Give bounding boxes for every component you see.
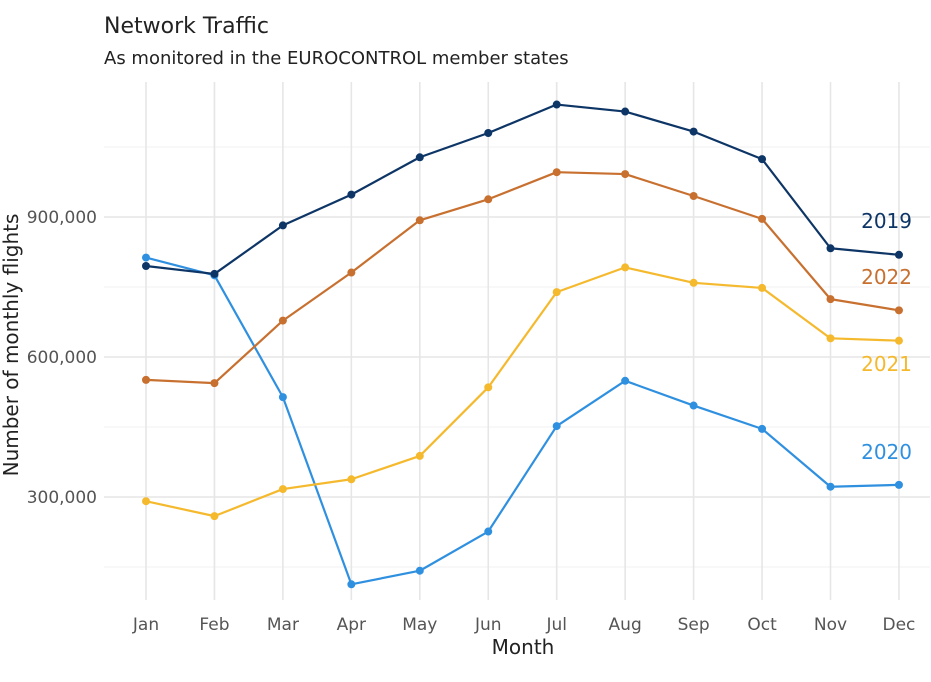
data-point — [621, 263, 630, 272]
chart-subtitle: As monitored in the EUROCONTROL member s… — [104, 48, 569, 69]
data-point — [552, 168, 561, 177]
y-tick-label: 600,000 — [27, 348, 97, 368]
y-tick-label: 300,000 — [27, 488, 97, 508]
data-point — [689, 278, 698, 287]
data-point — [142, 375, 150, 384]
data-point — [894, 480, 903, 489]
data-point — [347, 475, 356, 484]
data-point — [347, 580, 356, 589]
data-point — [894, 336, 903, 345]
data-point — [142, 253, 150, 262]
data-point — [347, 190, 356, 199]
data-point — [278, 221, 287, 230]
series-2020 — [142, 253, 903, 589]
data-point — [689, 192, 698, 200]
x-tick-label: Jul — [545, 615, 567, 635]
x-axis-label: Month — [492, 635, 555, 659]
x-tick-label: Apr — [337, 615, 366, 635]
grid — [104, 82, 930, 600]
data-point — [347, 268, 356, 277]
x-tick-label: Oct — [747, 615, 777, 635]
series-line-2019 — [145, 103, 900, 276]
series-2022 — [142, 168, 903, 388]
data-point — [415, 451, 424, 460]
data-point — [621, 376, 630, 385]
data-point — [826, 295, 835, 304]
x-tick-label: May — [402, 615, 437, 635]
data-point — [894, 250, 903, 259]
data-point — [552, 100, 561, 109]
data-point — [758, 283, 767, 292]
data-point — [758, 155, 767, 164]
data-point — [210, 379, 219, 388]
data-point — [552, 288, 561, 297]
data-point — [826, 244, 835, 253]
series-label-2021: 2021 — [861, 352, 912, 376]
data-point — [415, 153, 424, 162]
x-tick-label: Nov — [814, 615, 847, 635]
series-2019 — [142, 100, 903, 278]
data-point — [758, 214, 767, 223]
data-point — [621, 170, 630, 179]
x-tick-label: Sep — [678, 615, 710, 635]
data-point — [278, 316, 287, 325]
data-point — [278, 485, 287, 494]
series-2021 — [142, 263, 903, 521]
series-label-2019: 2019 — [861, 209, 912, 233]
series-label-2020: 2020 — [861, 440, 912, 464]
data-point — [689, 401, 698, 410]
x-tick-label: Dec — [882, 615, 915, 635]
series-line-2020 — [145, 256, 899, 586]
y-tick-label: 900,000 — [27, 208, 97, 228]
data-point — [210, 512, 219, 521]
series-line-2022 — [145, 171, 900, 385]
series-line-2021 — [145, 266, 899, 518]
x-tick-label: Jun — [474, 615, 502, 635]
data-point — [415, 216, 424, 225]
data-point — [484, 527, 493, 536]
data-point — [484, 383, 493, 392]
y-axis-label: Number of monthly flights — [0, 214, 23, 477]
data-point — [894, 306, 903, 315]
data-point — [689, 127, 698, 136]
x-tick-label: Feb — [199, 615, 229, 635]
x-tick-label: Jan — [132, 615, 159, 635]
data-point — [142, 497, 150, 506]
data-point — [142, 262, 150, 270]
data-point — [758, 424, 767, 433]
data-point — [552, 422, 561, 431]
x-tick-label: Mar — [267, 615, 299, 635]
data-point — [415, 566, 424, 575]
chart-title: Network Traffic — [104, 14, 269, 39]
data-point — [484, 129, 493, 137]
data-point — [210, 269, 219, 278]
series-label-2022: 2022 — [861, 265, 912, 289]
data-point — [621, 107, 630, 116]
data-point — [278, 393, 287, 402]
data-point — [826, 334, 835, 343]
data-point — [826, 482, 835, 491]
data-point — [484, 195, 493, 204]
x-tick-label: Aug — [609, 615, 642, 635]
